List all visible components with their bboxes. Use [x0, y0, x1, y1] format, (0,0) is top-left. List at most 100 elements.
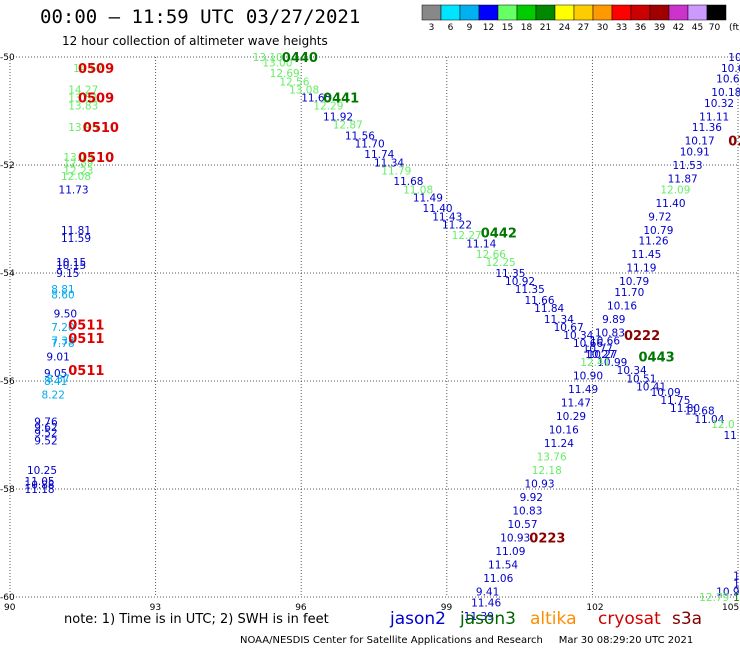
colorbar-label: 6 [448, 23, 454, 33]
data-point: 10.77 [583, 344, 613, 356]
data-point: 9.01 [46, 352, 69, 364]
data-point: 12.0 [711, 419, 734, 431]
data-point: 9.52 [34, 435, 57, 447]
footer-credit: NOAA/NESDIS Center for Satellite Applica… [240, 635, 694, 646]
data-point: 10.34 [563, 330, 593, 342]
data-point: 11.19 [626, 263, 656, 275]
data-point: 11.40 [655, 198, 685, 210]
colorbar-swatch [668, 4, 689, 21]
y-tick-label: -60 [0, 593, 15, 603]
colorbar-swatch [592, 4, 613, 21]
data-point: 10.92 [505, 276, 535, 288]
colorbar-swatch [497, 4, 518, 21]
data-point: 11.46 [471, 597, 501, 609]
data-point: 11.26 [639, 236, 669, 248]
colorbar-swatch [573, 4, 594, 21]
colorbar-swatch [706, 4, 727, 21]
data-point: 7.33 [51, 336, 74, 348]
data-point: 10.32 [704, 98, 734, 110]
pass-time-label: 0222 [624, 329, 660, 344]
data-point: 9.50 [54, 309, 77, 321]
data-point: 10.39 [728, 52, 740, 64]
data-point: 8.81 [51, 284, 74, 296]
data-point: 10.51 [626, 373, 656, 385]
colorbar-label: 45 [692, 23, 703, 33]
colorbar-label: 21 [540, 23, 551, 33]
data-point: 11.36 [692, 122, 722, 134]
data-point: 12.09 [660, 184, 690, 196]
data-point: 11.43 [432, 211, 462, 223]
pass-time-label: 0440 [282, 51, 318, 66]
pass-time-label: 0442 [481, 227, 517, 242]
data-point: 11.08 [403, 184, 433, 196]
data-point: 11.47 [561, 398, 591, 410]
data-point: 10.16 [549, 425, 579, 437]
data-point: 11.81 [61, 225, 91, 237]
data-point: 11.35 [515, 284, 545, 296]
data-point: 10.66 [573, 338, 603, 350]
data-point: 10.93 [716, 587, 740, 599]
data-point: 11.73 [59, 184, 89, 196]
x-tick-label: 90 [4, 603, 16, 613]
data-point: 10.27 [588, 349, 618, 361]
pass-time-label: 0511 [68, 332, 104, 347]
data-point: 12.87 [333, 120, 363, 132]
data-point: 11.68 [685, 406, 715, 418]
data-point: 11.80 [670, 403, 700, 415]
data-point: 11.34 [374, 157, 404, 169]
colorbar-swatch [478, 4, 499, 21]
data-point: 12.79 [699, 592, 729, 604]
y-tick-label: -54 [0, 269, 15, 279]
data-point: 9.76 [34, 417, 58, 429]
data-point: 10.83 [595, 327, 625, 339]
data-point: 11.06 [483, 573, 513, 585]
data-point: 11.74 [364, 149, 394, 161]
data-point: 10.93 [500, 533, 530, 545]
data-point: 11.18 [25, 484, 55, 496]
data-point: 10.41 [636, 381, 666, 393]
colorbar-swatch [649, 4, 670, 21]
data-point: 11.24 [544, 438, 574, 450]
data-point: 12.18 [532, 465, 562, 477]
colorbar-label: 12 [483, 23, 494, 33]
pass-time-label: 022 [728, 135, 740, 150]
data-point: 10 [733, 570, 740, 582]
legend-s3a: s3a [672, 609, 703, 629]
y-tick-label: -56 [0, 377, 15, 387]
data-point: 10.79 [643, 225, 673, 237]
pass-time-label: 0223 [529, 532, 565, 547]
data-point: 11.49 [413, 192, 443, 204]
data-point: 10.16 [607, 300, 637, 312]
legend-jason3: jason3 [460, 609, 516, 629]
pass-time-label: 0509 [78, 62, 114, 77]
colorbar-label: 42 [673, 23, 684, 33]
colorbar-label: 18 [521, 23, 533, 33]
colorbar-unit: (ft) [729, 23, 740, 33]
data-point: 12.69 [270, 68, 300, 80]
data-point: 13.00 [262, 57, 292, 69]
data-point: 8.60 [51, 290, 74, 302]
data-point: 14.67 [73, 63, 103, 75]
data-point: 13.10 [253, 52, 283, 64]
colorbar-label: 15 [502, 23, 513, 33]
data-point: 8.22 [42, 390, 65, 402]
data-point: 11.39 [464, 611, 494, 623]
legend-cryosat: cryosat [598, 609, 661, 629]
colorbar-label: 24 [559, 23, 571, 33]
colorbar-label: 27 [578, 23, 589, 33]
data-point: 13.83 [68, 101, 98, 113]
y-tick-label: -52 [0, 161, 15, 171]
colorbar-swatch [687, 4, 708, 21]
pass-time-label: 0511 [68, 364, 104, 379]
data-point: 11.75 [660, 395, 690, 407]
footer-timestamp: Mar 30 08:29:20 UTC 2021 [558, 635, 694, 646]
colorbar-swatch [459, 4, 480, 21]
data-point: 11.34 [544, 314, 574, 326]
data-point: 11.68 [393, 176, 423, 188]
pass-time-label: 0511 [68, 318, 104, 333]
data-point: 12.08 [61, 171, 91, 183]
data-point: 12.29 [313, 101, 343, 113]
colorbar-label: 39 [654, 23, 666, 33]
data-point: 11.14 [466, 238, 496, 250]
data-point: 11.05 [25, 476, 55, 488]
